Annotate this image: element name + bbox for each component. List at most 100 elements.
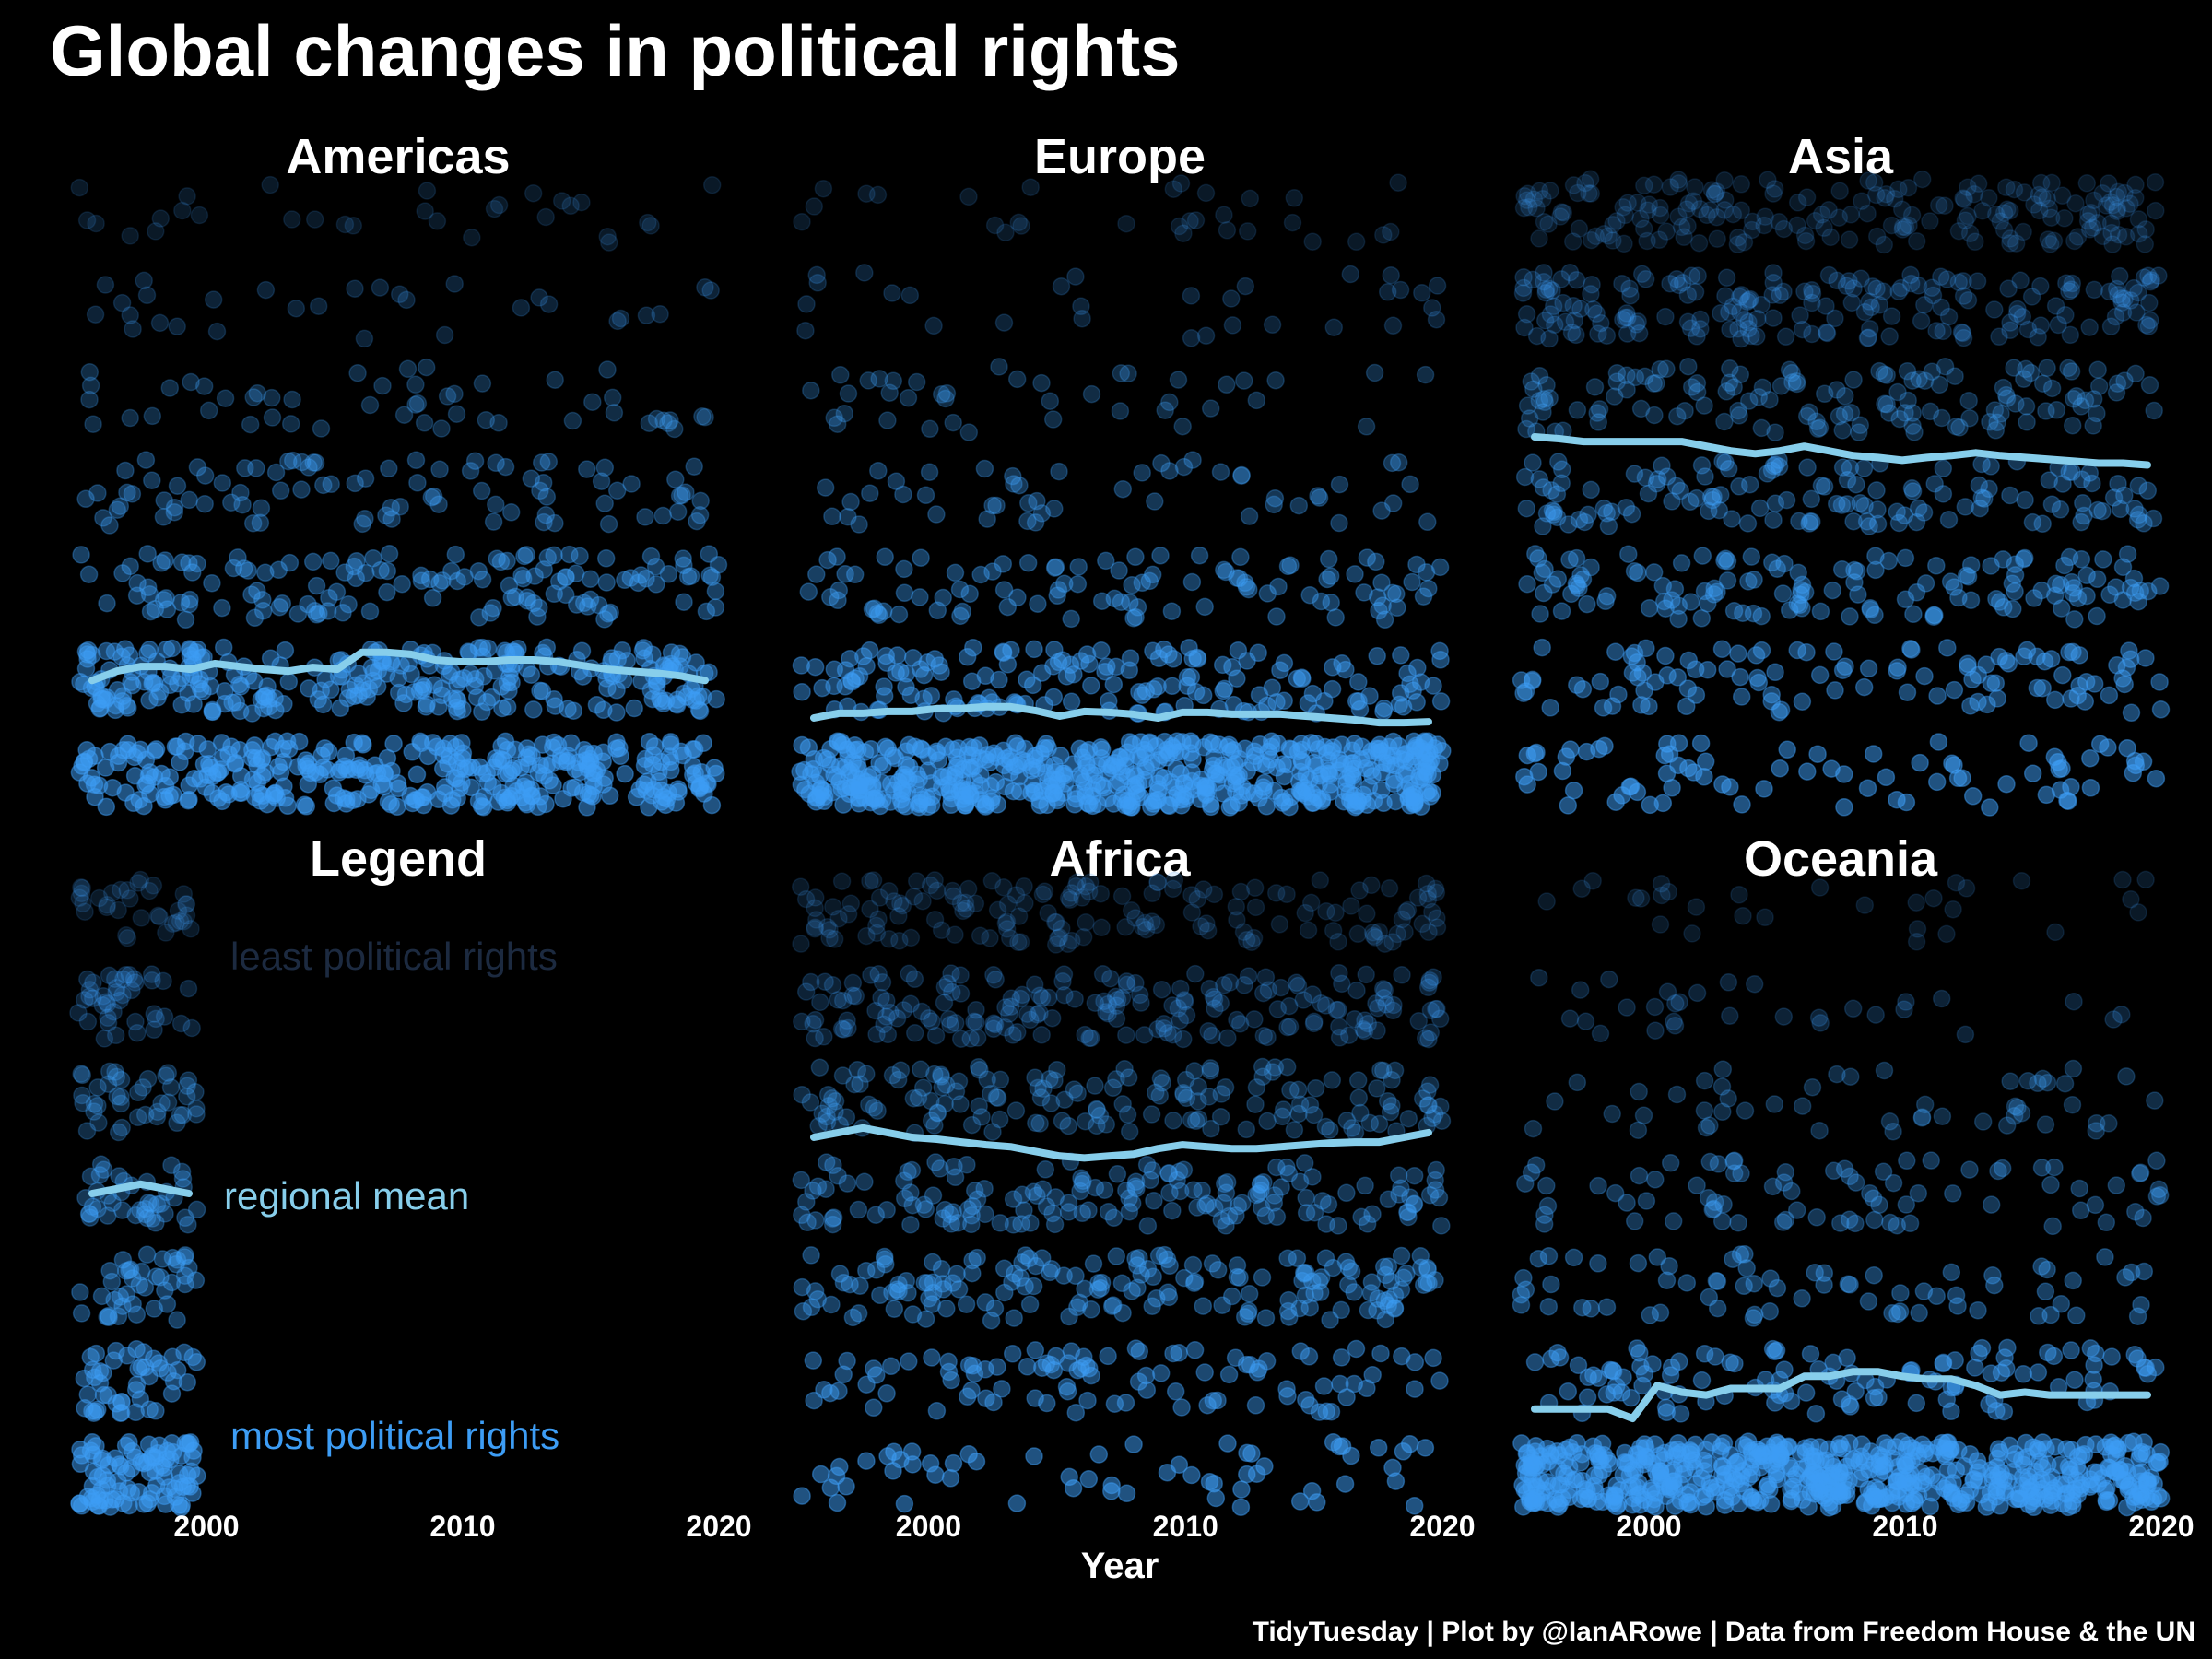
data-point: [1728, 235, 1747, 253]
data-point: [539, 453, 559, 471]
data-point: [1326, 903, 1345, 923]
data-point: [1686, 178, 1704, 196]
data-point: [112, 1070, 131, 1089]
data-point: [810, 766, 830, 785]
data-point: [1625, 465, 1644, 483]
data-point: [1101, 969, 1120, 988]
data-point: [810, 1058, 830, 1077]
data-point: [1277, 1158, 1296, 1177]
data-point: [1311, 871, 1330, 889]
data-point: [522, 469, 541, 488]
data-point: [2146, 172, 2165, 192]
data-point: [1278, 1301, 1298, 1321]
data-point: [157, 589, 175, 607]
data-point: [1285, 189, 1304, 207]
data-point: [346, 279, 364, 298]
data-point: [1830, 406, 1849, 426]
data-point: [1800, 403, 1818, 421]
data-point: [1764, 184, 1783, 203]
data-point: [1029, 594, 1047, 613]
data-point: [574, 594, 594, 613]
data-point: [1228, 1010, 1246, 1030]
data-point: [1570, 579, 1588, 597]
data-point: [1240, 1285, 1259, 1303]
data-point: [1563, 232, 1583, 251]
data-point: [335, 215, 355, 234]
data-point: [1092, 592, 1112, 610]
data-point: [1254, 1173, 1273, 1192]
data-point: [1625, 561, 1644, 581]
data-point: [1077, 913, 1095, 932]
data-point: [702, 795, 722, 815]
data-point: [522, 665, 541, 684]
data-point: [656, 691, 676, 711]
data-point: [1253, 1268, 1272, 1287]
data-point: [1902, 206, 1922, 225]
data-point: [851, 1277, 869, 1295]
data-point: [1854, 459, 1874, 477]
data-point: [1430, 1371, 1449, 1390]
data-point: [595, 610, 614, 629]
data-point: [190, 206, 209, 225]
data-point: [1296, 903, 1314, 923]
data-point: [879, 930, 899, 948]
data-point: [118, 928, 137, 947]
data-point: [981, 753, 1000, 771]
data-point: [1271, 661, 1289, 679]
data-point: [1729, 1494, 1748, 1513]
data-point: [1237, 1355, 1256, 1374]
data-point: [1345, 1374, 1364, 1394]
data-point: [2023, 764, 2042, 782]
data-point: [958, 1155, 976, 1174]
data-point: [361, 781, 381, 800]
data-point: [1952, 323, 1971, 342]
data-point: [1152, 980, 1171, 999]
data-point: [804, 1351, 823, 1370]
data-point: [869, 462, 888, 480]
data-point: [518, 592, 536, 610]
data-point: [91, 699, 110, 718]
data-point: [911, 660, 930, 678]
data-point: [156, 551, 174, 570]
data-point: [1644, 563, 1664, 582]
data-point: [254, 688, 274, 706]
data-point: [985, 1299, 1005, 1318]
data-point: [1183, 750, 1202, 769]
data-point: [1369, 1439, 1388, 1457]
points-group: [70, 175, 728, 817]
data-point: [2018, 413, 2036, 431]
data-point: [958, 1387, 977, 1406]
data-point: [136, 451, 156, 469]
data-point: [1529, 762, 1547, 782]
data-point: [924, 316, 943, 335]
data-point: [470, 608, 488, 627]
data-point: [78, 650, 97, 668]
data-point: [1877, 768, 1896, 787]
data-point: [1162, 602, 1182, 620]
data-point: [102, 1272, 122, 1291]
data-point: [243, 771, 263, 789]
data-point: [1888, 790, 1906, 809]
data-point: [216, 694, 234, 713]
data-point: [1077, 753, 1096, 772]
data-point: [531, 756, 550, 775]
data-point: [1205, 885, 1224, 904]
data-point: [1143, 565, 1162, 584]
data-point: [1775, 554, 1794, 573]
data-point: [796, 982, 816, 1001]
data-point: [1347, 232, 1366, 252]
data-point: [99, 1008, 117, 1028]
data-point: [1273, 794, 1292, 812]
data-point: [1990, 327, 2008, 347]
data-point: [791, 877, 810, 896]
data-point: [913, 891, 932, 911]
data-point: [1288, 1249, 1307, 1267]
data-point: [2080, 318, 2099, 336]
data-point: [1342, 1446, 1360, 1465]
data-point: [839, 384, 858, 403]
data-point: [707, 689, 725, 709]
data-point: [1616, 308, 1635, 327]
data-point: [2125, 500, 2144, 518]
data-point: [1288, 742, 1308, 761]
data-point: [412, 566, 430, 585]
